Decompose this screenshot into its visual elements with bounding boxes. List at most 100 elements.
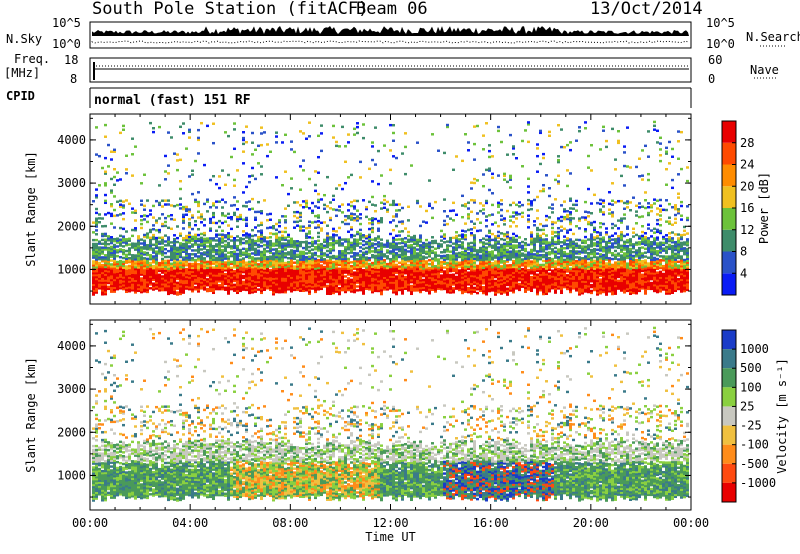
power-cell [518, 286, 521, 290]
power-cell [236, 246, 239, 250]
power-cell [518, 245, 521, 249]
power-cell [164, 277, 167, 280]
power-cell [305, 201, 308, 205]
power-cell [287, 239, 290, 242]
power-cell [563, 208, 566, 211]
power-cell [305, 252, 308, 255]
power-cell [401, 280, 404, 284]
power-cell [281, 261, 284, 265]
power-cell [104, 199, 107, 203]
power-cell [548, 247, 551, 250]
power-cell [152, 278, 155, 282]
power-cell [530, 260, 533, 263]
power-cell [359, 222, 362, 226]
power-cell [407, 234, 410, 238]
power-cell [275, 240, 278, 243]
power-cell [569, 246, 572, 249]
power-cell [284, 256, 287, 259]
power-cell [254, 286, 257, 289]
power-cell [380, 174, 383, 177]
power-cell [275, 265, 278, 268]
power-cell [338, 279, 341, 282]
power-cell [221, 250, 224, 254]
power-cell [287, 235, 290, 239]
power-cell [338, 261, 341, 265]
power-cell [185, 252, 188, 255]
power-cell [563, 272, 566, 275]
power-cell [443, 256, 446, 260]
power-cell [434, 274, 437, 278]
power-cell [281, 238, 284, 241]
power-cell [470, 198, 473, 202]
power-cell [131, 269, 134, 273]
power-cell [524, 284, 527, 288]
power-cell [137, 277, 140, 281]
power-cell [92, 289, 95, 292]
power-cell [350, 261, 353, 264]
power-cell [233, 211, 236, 215]
power-cell [143, 214, 146, 217]
power-cell [524, 276, 527, 280]
power-cell [389, 263, 392, 267]
power-cell [254, 216, 257, 220]
power-cell [554, 269, 557, 273]
power-cell [299, 213, 302, 217]
power-cell [485, 261, 488, 265]
power-cell [215, 229, 218, 233]
power-cell [182, 132, 185, 135]
power-cell [179, 269, 182, 272]
power-cell [566, 231, 569, 234]
power-cell [377, 235, 380, 238]
power-cell [164, 224, 167, 228]
power-cell [182, 285, 185, 288]
power-cell [278, 224, 281, 228]
power-cell [299, 272, 302, 275]
power-cell [434, 290, 437, 293]
power-cell [440, 278, 443, 281]
power-cell [476, 258, 479, 262]
power-cell [146, 275, 149, 278]
power-cell [227, 270, 230, 274]
power-cell [386, 210, 389, 213]
power-cell [170, 289, 173, 293]
power-cell [137, 268, 140, 271]
power-cell [350, 274, 353, 278]
power-cell [257, 274, 260, 278]
power-cell [509, 219, 512, 222]
power-cell [209, 274, 212, 277]
power-cell [566, 260, 569, 263]
power-cell [341, 288, 344, 292]
power-cell [146, 271, 149, 274]
power-cell [344, 257, 347, 261]
power-cell [104, 269, 107, 273]
power-cell [278, 250, 281, 253]
power-cell [257, 235, 260, 239]
power-cell [350, 249, 353, 252]
power-cell [506, 233, 509, 236]
power-cell [260, 272, 263, 275]
power-cell [266, 242, 269, 245]
power-cell [341, 238, 344, 241]
power-cell [323, 265, 326, 269]
power-cell [500, 237, 503, 241]
power-cell [170, 291, 173, 295]
power-cell [320, 246, 323, 250]
power-cell [485, 273, 488, 277]
power-cell [374, 281, 377, 285]
power-cell [371, 226, 374, 230]
power-cell [446, 244, 449, 247]
power-cell [503, 172, 506, 176]
power-cell [134, 267, 137, 271]
power-cell [482, 286, 485, 289]
power-cell [248, 254, 251, 258]
power-cell [335, 234, 338, 237]
power-cell [482, 280, 485, 283]
power-cell [398, 273, 401, 276]
power-cell [431, 272, 434, 276]
power-cell [467, 141, 470, 144]
power-cell [359, 257, 362, 261]
power-cell [266, 261, 269, 265]
power-cell [299, 244, 302, 248]
power-cell [503, 281, 506, 284]
power-cell [329, 261, 332, 264]
